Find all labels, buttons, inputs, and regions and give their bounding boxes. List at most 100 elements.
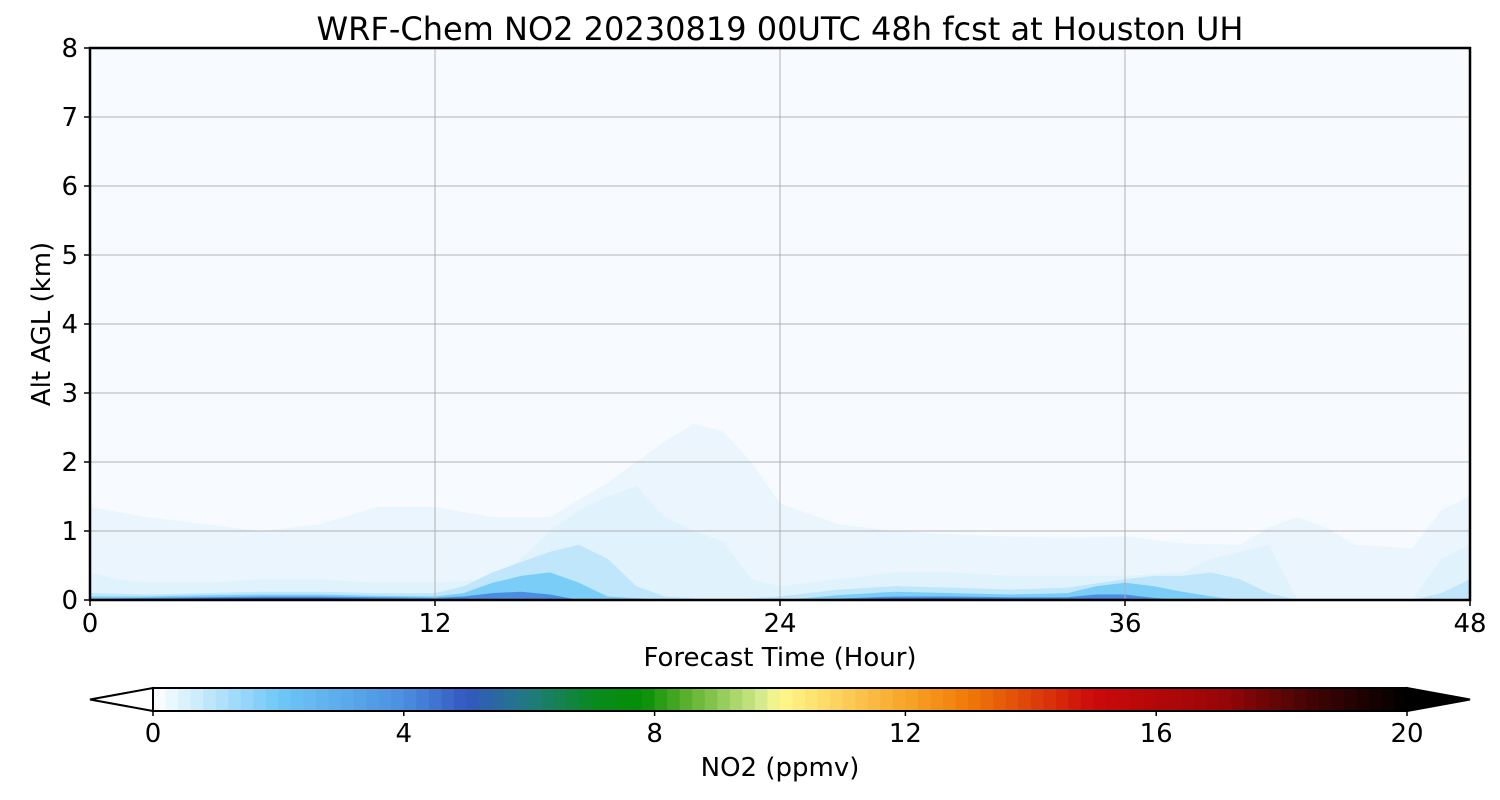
colorbar-segment bbox=[629, 688, 643, 711]
y-axis-ticks: 0 1 2 3 4 5 6 7 8 bbox=[61, 34, 90, 616]
colorbar-segment bbox=[980, 688, 994, 711]
colorbar-segment bbox=[1131, 688, 1145, 711]
colorbar-segment bbox=[1369, 688, 1383, 711]
colorbar-segment bbox=[867, 688, 881, 711]
x-tick-label: 12 bbox=[418, 609, 451, 639]
colorbar-segment bbox=[780, 688, 794, 711]
colorbar-segment bbox=[754, 688, 769, 711]
colorbar-segment bbox=[1118, 688, 1132, 711]
colorbar-segment bbox=[1231, 688, 1245, 711]
colorbar-segment bbox=[767, 688, 781, 711]
colorbar-segment bbox=[453, 688, 468, 711]
colorbar-frame bbox=[152, 687, 1408, 712]
colorbar-segment bbox=[366, 688, 380, 711]
colorbar-min-extension bbox=[89, 686, 154, 713]
colorbar-segment bbox=[228, 688, 242, 711]
colorbar-segment bbox=[604, 688, 618, 711]
colorbar-segment bbox=[968, 688, 982, 711]
y-tick-label: 6 bbox=[61, 172, 78, 202]
colorbar-segment bbox=[1030, 688, 1044, 711]
colorbar-segment bbox=[516, 688, 530, 711]
colorbar-segment bbox=[215, 688, 229, 711]
y-tick-label: 4 bbox=[61, 310, 78, 340]
colorbar-segment bbox=[1156, 688, 1170, 711]
colorbar-segment bbox=[1181, 688, 1195, 711]
x-tick-label: 0 bbox=[82, 609, 99, 639]
colorbar-segment bbox=[1218, 688, 1233, 711]
colorbar-segment bbox=[1394, 688, 1408, 711]
colorbar-segment bbox=[441, 688, 455, 711]
colorbar-segment bbox=[504, 688, 518, 711]
colorbar-segment bbox=[1168, 688, 1182, 711]
colorbar-segment bbox=[253, 688, 267, 711]
colorbar-label: NO2 (ppmv) bbox=[701, 753, 860, 783]
colorbar-segment bbox=[190, 688, 204, 711]
colorbar-segment bbox=[679, 688, 693, 711]
colorbar-segment bbox=[842, 688, 856, 711]
colorbar-segment bbox=[667, 688, 681, 711]
y-tick-label: 1 bbox=[61, 517, 78, 547]
colorbar-segment bbox=[416, 688, 430, 711]
colorbar-segment bbox=[1206, 688, 1220, 711]
colorbar-segment bbox=[403, 688, 417, 711]
colorbar-segment bbox=[1043, 688, 1057, 711]
colorbar-segment bbox=[1319, 688, 1333, 711]
chart-title: WRF-Chem NO2 20230819 00UTC 48h fcst at … bbox=[317, 10, 1244, 48]
colorbar-tick-label: 8 bbox=[646, 719, 663, 749]
y-tick-label: 0 bbox=[61, 586, 78, 616]
colorbar-segment bbox=[541, 688, 555, 711]
colorbar-segment bbox=[729, 688, 743, 711]
colorbar-segment bbox=[278, 688, 292, 711]
x-axis-ticks: 0 12 24 36 48 bbox=[82, 600, 1487, 639]
colorbar-segment bbox=[479, 688, 493, 711]
x-tick-label: 36 bbox=[1108, 609, 1141, 639]
colorbar-segment bbox=[1344, 688, 1358, 711]
colorbar-segment bbox=[1243, 688, 1258, 711]
colorbar-segment bbox=[1143, 688, 1157, 711]
colorbar-segment bbox=[1093, 688, 1107, 711]
colorbar: 0 4 8 12 16 20 bbox=[89, 686, 1471, 749]
colorbar-segment bbox=[993, 688, 1007, 711]
colorbar-segment bbox=[805, 688, 819, 711]
y-tick-label: 3 bbox=[61, 379, 78, 409]
y-tick-label: 2 bbox=[61, 448, 78, 478]
colorbar-segment bbox=[265, 688, 279, 711]
y-tick-label: 8 bbox=[61, 34, 78, 64]
x-tick-label: 48 bbox=[1453, 609, 1486, 639]
colorbar-segment bbox=[529, 688, 543, 711]
colorbar-segment bbox=[880, 688, 894, 711]
colorbar-segment bbox=[1381, 688, 1396, 711]
colorbar-segment bbox=[165, 688, 179, 711]
x-tick-label: 24 bbox=[763, 609, 796, 639]
colorbar-tick-label: 12 bbox=[889, 719, 922, 749]
y-tick-label: 7 bbox=[61, 103, 78, 133]
colorbar-segment bbox=[654, 688, 668, 711]
y-tick-label: 5 bbox=[61, 241, 78, 271]
colorbar-segment bbox=[830, 688, 844, 711]
colorbar-segment bbox=[930, 688, 944, 711]
colorbar-tick-label: 20 bbox=[1390, 719, 1423, 749]
colorbar-segment bbox=[817, 688, 831, 711]
colorbar-segment bbox=[240, 688, 254, 711]
colorbar-segment bbox=[792, 688, 806, 711]
colorbar-segment bbox=[917, 688, 932, 711]
colorbar-tick-label: 16 bbox=[1140, 719, 1173, 749]
colorbar-segment bbox=[203, 688, 217, 711]
colorbar-segment bbox=[328, 688, 342, 711]
colorbar-segment bbox=[905, 688, 919, 711]
y-axis-label: Alt AGL (km) bbox=[27, 242, 57, 406]
colorbar-segment bbox=[579, 688, 593, 711]
colorbar-segment bbox=[1068, 688, 1082, 711]
colorbar-segment bbox=[316, 688, 330, 711]
colorbar-segment bbox=[1080, 688, 1095, 711]
colorbar-segment bbox=[1055, 688, 1070, 711]
colorbar-segment bbox=[178, 688, 192, 711]
colorbar-segment bbox=[855, 688, 869, 711]
colorbar-tick-label: 4 bbox=[396, 719, 413, 749]
colorbar-segment bbox=[1269, 688, 1283, 711]
colorbar-segment bbox=[378, 688, 392, 711]
colorbar-segment bbox=[303, 688, 317, 711]
colorbar-segment bbox=[955, 688, 969, 711]
colorbar-tick-label: 0 bbox=[145, 719, 162, 749]
